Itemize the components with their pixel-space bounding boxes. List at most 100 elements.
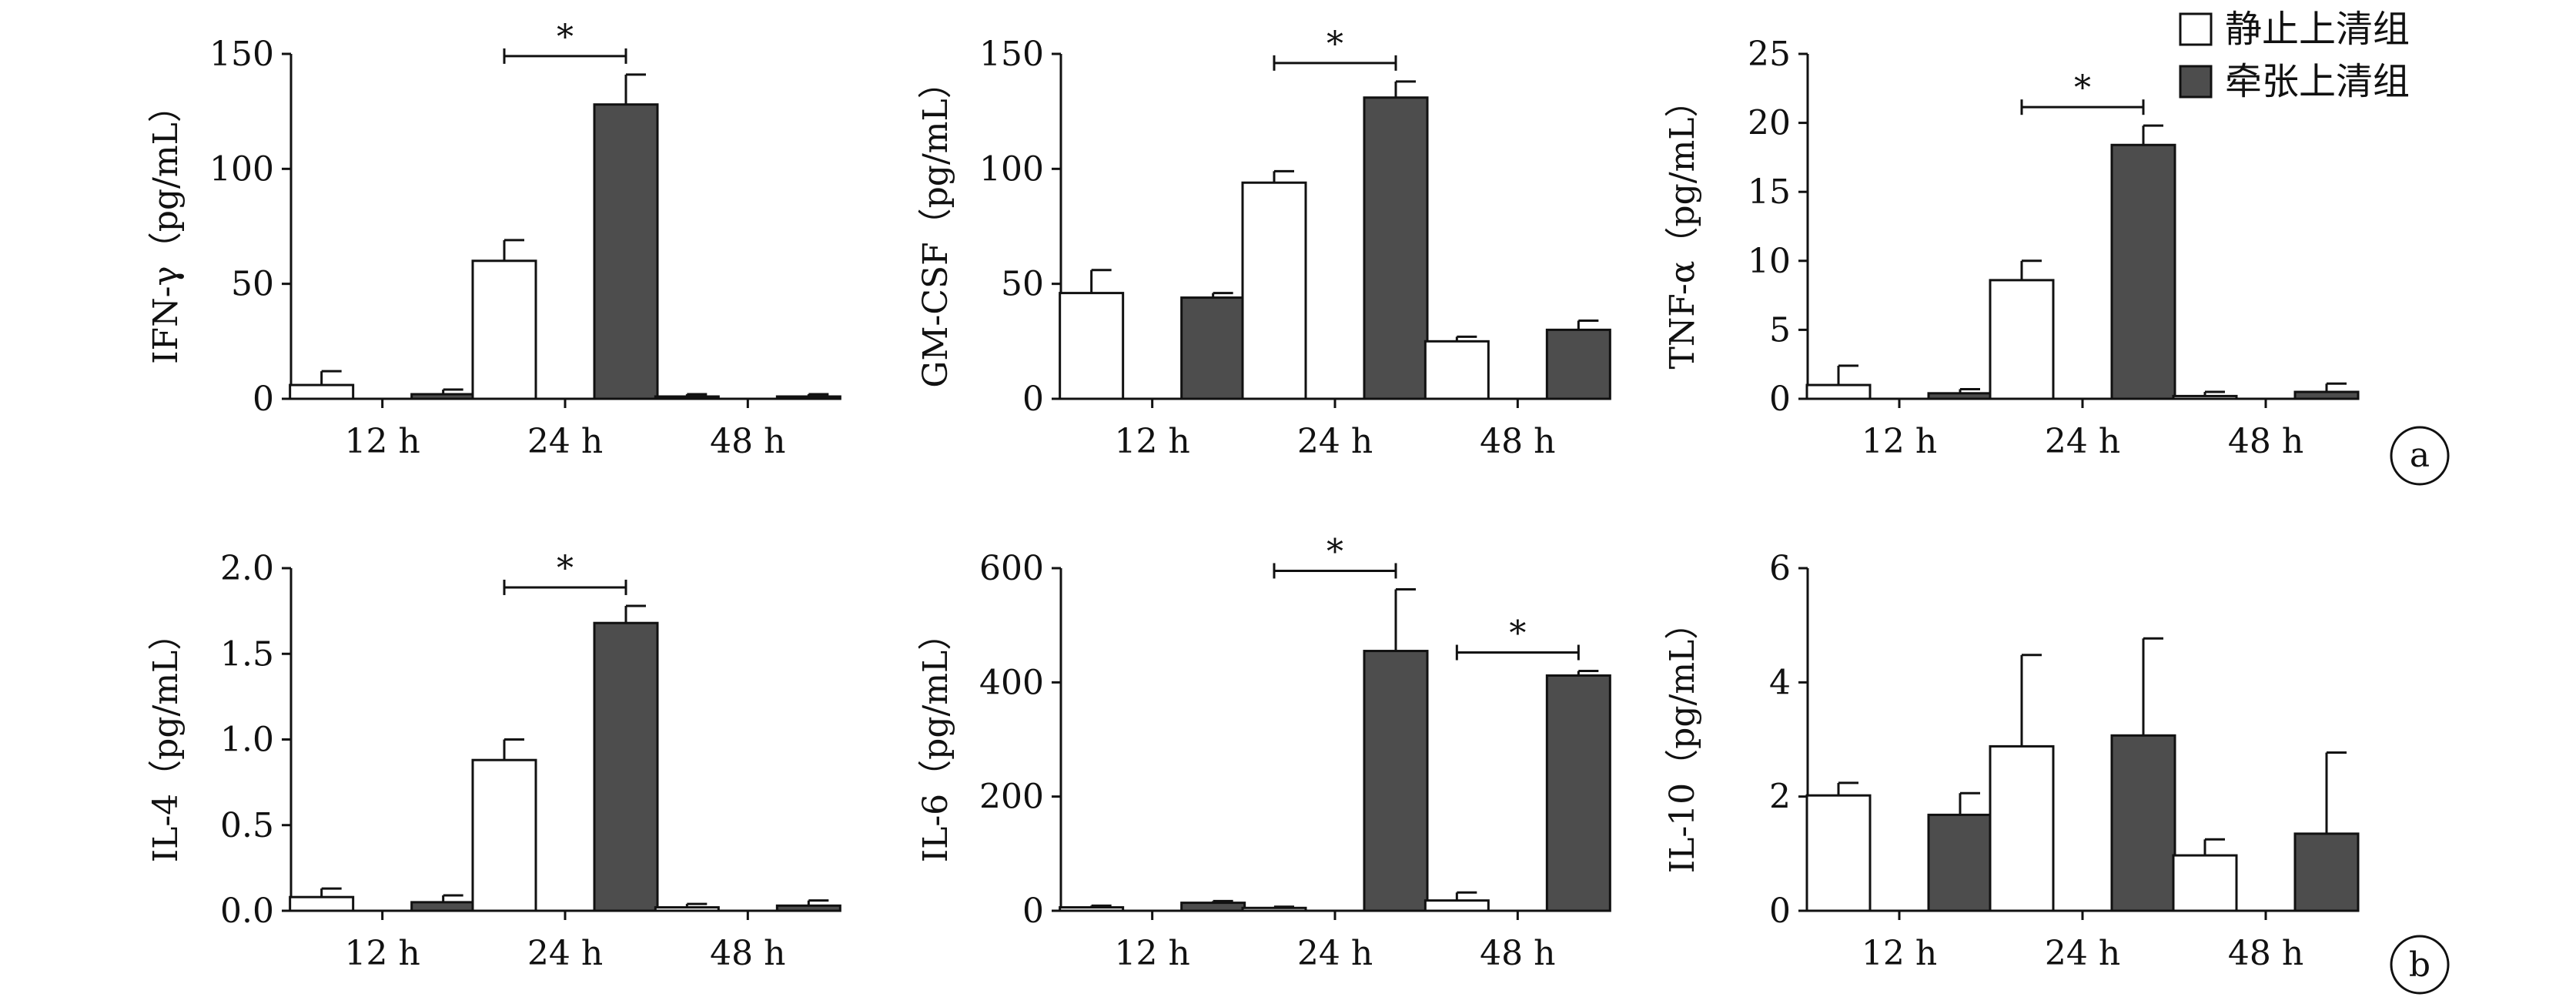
y-tick-label: 6 bbox=[1769, 549, 1791, 588]
significance-star: * bbox=[557, 549, 574, 588]
bar-static bbox=[289, 383, 355, 400]
y-tick-label: 0 bbox=[1769, 380, 1791, 419]
bar-static bbox=[1989, 744, 2055, 912]
y-tick-label: 1.5 bbox=[220, 634, 274, 674]
bar-stretch bbox=[2110, 734, 2176, 912]
legend-swatch-static bbox=[2179, 12, 2213, 46]
y-tick-label: 100 bbox=[209, 149, 274, 189]
x-tick-label: 24 h bbox=[2045, 422, 2120, 461]
x-tick-label: 12 h bbox=[1862, 934, 1937, 973]
x-tick-label: 12 h bbox=[1115, 934, 1190, 973]
x-tick-label: 48 h bbox=[710, 934, 785, 973]
bar-static bbox=[2172, 394, 2238, 400]
bar-static bbox=[654, 395, 720, 400]
bar-static bbox=[1241, 181, 1307, 400]
x-tick-label: 48 h bbox=[2228, 934, 2303, 973]
bar-static bbox=[1241, 906, 1307, 912]
x-tick-label: 24 h bbox=[2045, 934, 2120, 973]
bar-static bbox=[1423, 899, 1490, 912]
y-tick-label: 200 bbox=[979, 778, 1044, 817]
bar-static bbox=[1059, 906, 1125, 912]
x-tick-label: 24 h bbox=[1297, 422, 1373, 461]
y-axis-label: TNF-α（pg/mL） bbox=[1663, 83, 1702, 369]
significance-star: * bbox=[1509, 614, 1526, 654]
y-tick-label: 0 bbox=[253, 380, 274, 419]
panel-letter-a: a bbox=[2410, 436, 2430, 475]
bar-static bbox=[1423, 340, 1490, 400]
bar-stretch bbox=[410, 393, 477, 400]
chart-panel-4: 0.0 0.5 1.0 1.5 2.0 IL-4（pg/mL） 12 h 24 h 48 h * bbox=[146, 549, 841, 973]
bar-stretch bbox=[2293, 832, 2360, 912]
y-tick-label: 600 bbox=[979, 549, 1044, 588]
x-tick-label: 24 h bbox=[1297, 934, 1373, 973]
bar-static bbox=[654, 906, 720, 912]
legend-label-static: 静止上清组 bbox=[2225, 8, 2410, 51]
y-axis-label: IL-10（pg/mL） bbox=[1663, 606, 1702, 874]
y-tick-label: 15 bbox=[1748, 172, 1791, 212]
legend-label-stretch: 牵张上清组 bbox=[2225, 60, 2410, 103]
y-tick-label: 150 bbox=[979, 35, 1044, 74]
bar-static bbox=[471, 758, 537, 912]
x-tick-label: 12 h bbox=[1115, 422, 1190, 461]
bar-stretch bbox=[1363, 650, 1429, 912]
bar-stretch bbox=[1180, 902, 1246, 912]
y-tick-label: 0 bbox=[1022, 892, 1044, 931]
panel-letter-a-circle bbox=[2390, 426, 2450, 486]
y-tick-label: 4 bbox=[1769, 663, 1791, 702]
bar-stretch bbox=[1927, 813, 1993, 912]
bar-stretch bbox=[1363, 96, 1429, 400]
bar-static bbox=[2172, 854, 2238, 912]
y-tick-label: 10 bbox=[1748, 242, 1791, 281]
panel-letter-b-group: b bbox=[2390, 935, 2450, 995]
bar-static bbox=[1805, 383, 1872, 400]
bar-stretch bbox=[775, 395, 841, 400]
bar-static bbox=[1989, 279, 2055, 400]
y-axis-label: GM-CSF（pg/mL） bbox=[916, 65, 955, 388]
x-tick-label: 24 h bbox=[527, 422, 603, 461]
bar-stretch bbox=[1545, 674, 1611, 912]
chart-panel-5: 0 200 400 600 IL-6（pg/mL） 12 h 24 h 48 h * * bbox=[916, 532, 1611, 973]
chart-panel-6: 0 2 4 6 IL-10（pg/mL） 12 h 24 h 48 h bbox=[1663, 549, 2360, 973]
panel-letter-b: b bbox=[2409, 945, 2430, 985]
x-tick-label: 12 h bbox=[345, 934, 420, 973]
bar-stretch bbox=[1927, 392, 1993, 400]
x-tick-label: 12 h bbox=[345, 422, 420, 461]
y-axis-label: IFN-γ（pg/mL） bbox=[146, 89, 186, 364]
y-tick-label: 20 bbox=[1748, 104, 1791, 143]
y-axis-label: IL-6（pg/mL） bbox=[916, 617, 955, 863]
y-tick-label: 50 bbox=[1001, 265, 1044, 304]
bar-stretch bbox=[593, 621, 659, 912]
y-tick-label: 100 bbox=[979, 149, 1044, 189]
y-tick-label: 0.0 bbox=[220, 892, 274, 931]
x-tick-label: 24 h bbox=[527, 934, 603, 973]
x-tick-label: 48 h bbox=[710, 422, 785, 461]
bar-stretch bbox=[410, 901, 477, 912]
bar-stretch bbox=[593, 103, 659, 400]
chart-panel-3: 0 5 10 15 20 25 TNF-α（pg/mL） 12 h 24 h 48 h * bbox=[1663, 35, 2360, 461]
significance-star: * bbox=[2074, 69, 2091, 108]
bar-stretch bbox=[1180, 296, 1246, 400]
panel-letter-b-circle bbox=[2390, 935, 2450, 995]
bar-static bbox=[471, 259, 537, 400]
bar-static bbox=[1059, 292, 1125, 400]
bar-stretch bbox=[2110, 143, 2176, 400]
y-tick-label: 50 bbox=[231, 265, 274, 304]
bar-static bbox=[289, 895, 355, 912]
x-tick-label: 12 h bbox=[1862, 422, 1937, 461]
bar-stretch bbox=[2293, 390, 2360, 400]
y-tick-label: 0 bbox=[1769, 892, 1791, 931]
significance-star: * bbox=[557, 18, 574, 57]
y-tick-label: 0.5 bbox=[220, 806, 274, 845]
y-tick-label: 25 bbox=[1748, 35, 1791, 74]
significance-star: * bbox=[1326, 25, 1343, 64]
bar-static bbox=[1805, 794, 1872, 912]
panel-letter-a-group: a bbox=[2390, 426, 2450, 486]
x-tick-label: 48 h bbox=[1480, 934, 1555, 973]
y-tick-label: 5 bbox=[1769, 310, 1791, 350]
significance-star: * bbox=[1326, 532, 1343, 571]
y-tick-label: 2.0 bbox=[220, 549, 274, 588]
legend: 静止上清组 牵张上清组 bbox=[2179, 8, 2410, 103]
x-tick-label: 48 h bbox=[1480, 422, 1555, 461]
